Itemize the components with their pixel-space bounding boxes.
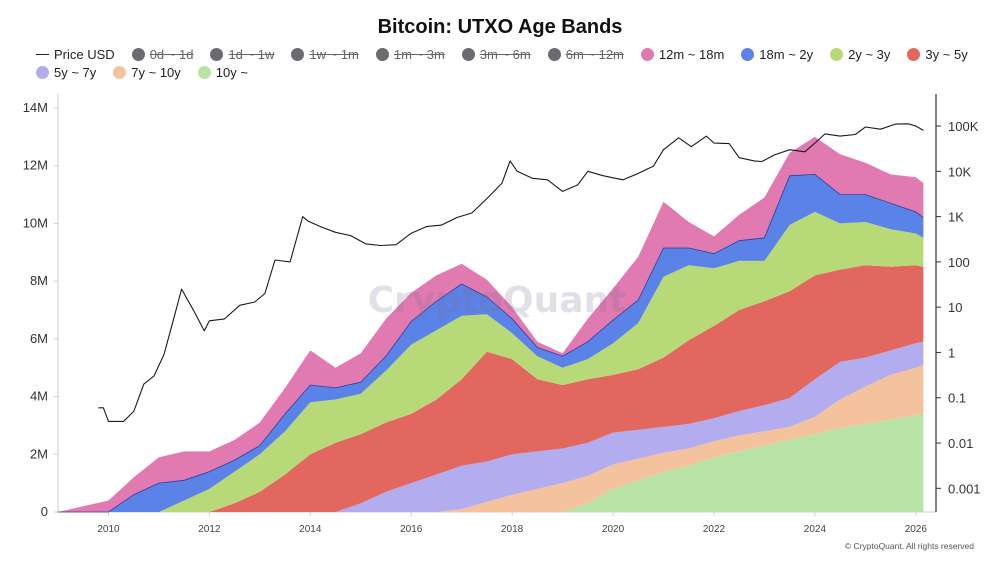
legend-swatch-icon [640, 48, 654, 61]
y-left-tick-label: 8M [30, 273, 48, 288]
x-tick-label: 2012 [198, 524, 221, 535]
area-10y [58, 413, 924, 512]
x-tick-label: 2018 [501, 524, 524, 535]
legend-item-1w-1m[interactable]: 1w ~ 1m [291, 47, 359, 62]
copyright-notice: © CryptoQuant. All rights reserved [844, 541, 974, 551]
legend-swatch-icon [197, 66, 211, 79]
chart-title: Bitcoin: UTXO Age Bands [377, 16, 623, 38]
legend-label: 1w ~ 1m [309, 47, 359, 62]
legend-swatch-icon [36, 54, 49, 55]
legend-label: 18m ~ 2y [759, 47, 814, 62]
y-right-tick-label: 1K [948, 210, 964, 225]
y-left-tick-label: 2M [30, 446, 48, 461]
legend-label: 10y ~ [215, 65, 248, 80]
y-right-tick-label: 100 [948, 255, 970, 270]
legend-swatch-icon [375, 48, 389, 61]
y-right-tick-label: 0.1 [948, 391, 966, 406]
y-left-tick-label: 6M [30, 331, 48, 346]
legend-item-1m-3m[interactable]: 1m ~ 3m [375, 47, 445, 62]
chart-legend: Price USD 0d ~ 1d 1d ~ 1w 1w ~ 1m 1m ~ 3m 3m … [36, 47, 986, 80]
stacked-areas [58, 136, 924, 512]
x-tick-label: 2016 [400, 524, 423, 535]
legend-label: 1m ~ 3m [393, 47, 445, 62]
x-tick-label: 2014 [299, 524, 322, 535]
legend-item-7y-10y[interactable]: 7y ~ 10y [113, 65, 181, 80]
legend-item-18m-2y[interactable]: 18m ~ 2y [741, 47, 813, 62]
legend-label: 0d ~ 1d [149, 47, 194, 62]
watermark-text: CryptoQuant [368, 280, 627, 321]
legend-item-1d-1w[interactable]: 1d ~ 1w [210, 47, 274, 62]
legend-item-3y-5y[interactable]: 3y ~ 5y [907, 47, 968, 62]
legend-label: 6m ~ 12m [565, 47, 624, 62]
band-18m-2y-edge [58, 173, 924, 513]
y-left-tick-label: 12M [23, 158, 48, 173]
x-tick-label: 2026 [905, 524, 928, 535]
legend-label: 2y ~ 3y [848, 47, 891, 62]
legend-label: 12m ~ 18m [658, 47, 725, 62]
y-right-tick-label: 1 [948, 345, 955, 360]
legend-swatch-icon [461, 48, 475, 61]
legend-swatch-icon [291, 48, 305, 61]
area-3y-5y [58, 265, 924, 512]
y-right-tick-label: 0.01 [948, 436, 973, 451]
y-left-tick-label: 0 [41, 504, 48, 519]
legend-label: 1d ~ 1w [228, 47, 275, 62]
y-left-tick-label: 14M [23, 100, 48, 115]
area-2y-3y [58, 211, 924, 512]
legend-item-price-usd[interactable]: Price USD [36, 47, 115, 62]
y-left-tick-label: 10M [23, 215, 48, 230]
y-right-tick-label: 10 [948, 300, 962, 315]
legend-item-0d-1d[interactable]: 0d ~ 1d [131, 47, 194, 62]
legend-item-10y[interactable]: 10y ~ [197, 65, 248, 80]
y-left-tick-label: 4M [30, 389, 48, 404]
legend-item-6m-12m[interactable]: 6m ~ 12m [547, 47, 624, 62]
x-tick-label: 2024 [804, 524, 827, 535]
legend-swatch-icon [741, 48, 755, 61]
legend-item-3m-6m[interactable]: 3m ~ 6m [461, 47, 531, 62]
legend-swatch-icon [547, 48, 561, 61]
y-right-tick-label: 10K [948, 164, 971, 179]
legend-label: Price USD [54, 47, 115, 62]
legend-item-5y-7y[interactable]: 5y ~ 7y [36, 65, 96, 80]
legend-swatch-icon [113, 66, 127, 79]
legend-swatch-icon [131, 48, 145, 61]
legend-item-12m-18m[interactable]: 12m ~ 18m [640, 47, 725, 62]
legend-swatch-icon [210, 48, 224, 61]
legend-swatch-icon [907, 48, 921, 61]
legend-label: 3m ~ 6m [479, 47, 531, 62]
x-tick-label: 2020 [602, 524, 625, 535]
price-usd-line [98, 123, 924, 422]
x-tick-label: 2010 [97, 524, 120, 535]
x-tick-label: 2022 [703, 524, 726, 535]
area-5y-7y [58, 341, 924, 512]
legend-label: 3y ~ 5y [925, 47, 968, 62]
legend-label: 5y ~ 7y [54, 65, 97, 80]
legend-label: 7y ~ 10y [131, 65, 181, 80]
area-7y-10y [58, 364, 924, 512]
legend-item-2y-3y[interactable]: 2y ~ 3y [830, 47, 890, 62]
area-12m-18m [58, 136, 924, 512]
y-right-tick-label: 0.001 [948, 481, 981, 496]
legend-swatch-icon [830, 48, 844, 61]
y-right-tick-label: 100K [948, 119, 979, 134]
legend-swatch-icon [36, 66, 49, 79]
